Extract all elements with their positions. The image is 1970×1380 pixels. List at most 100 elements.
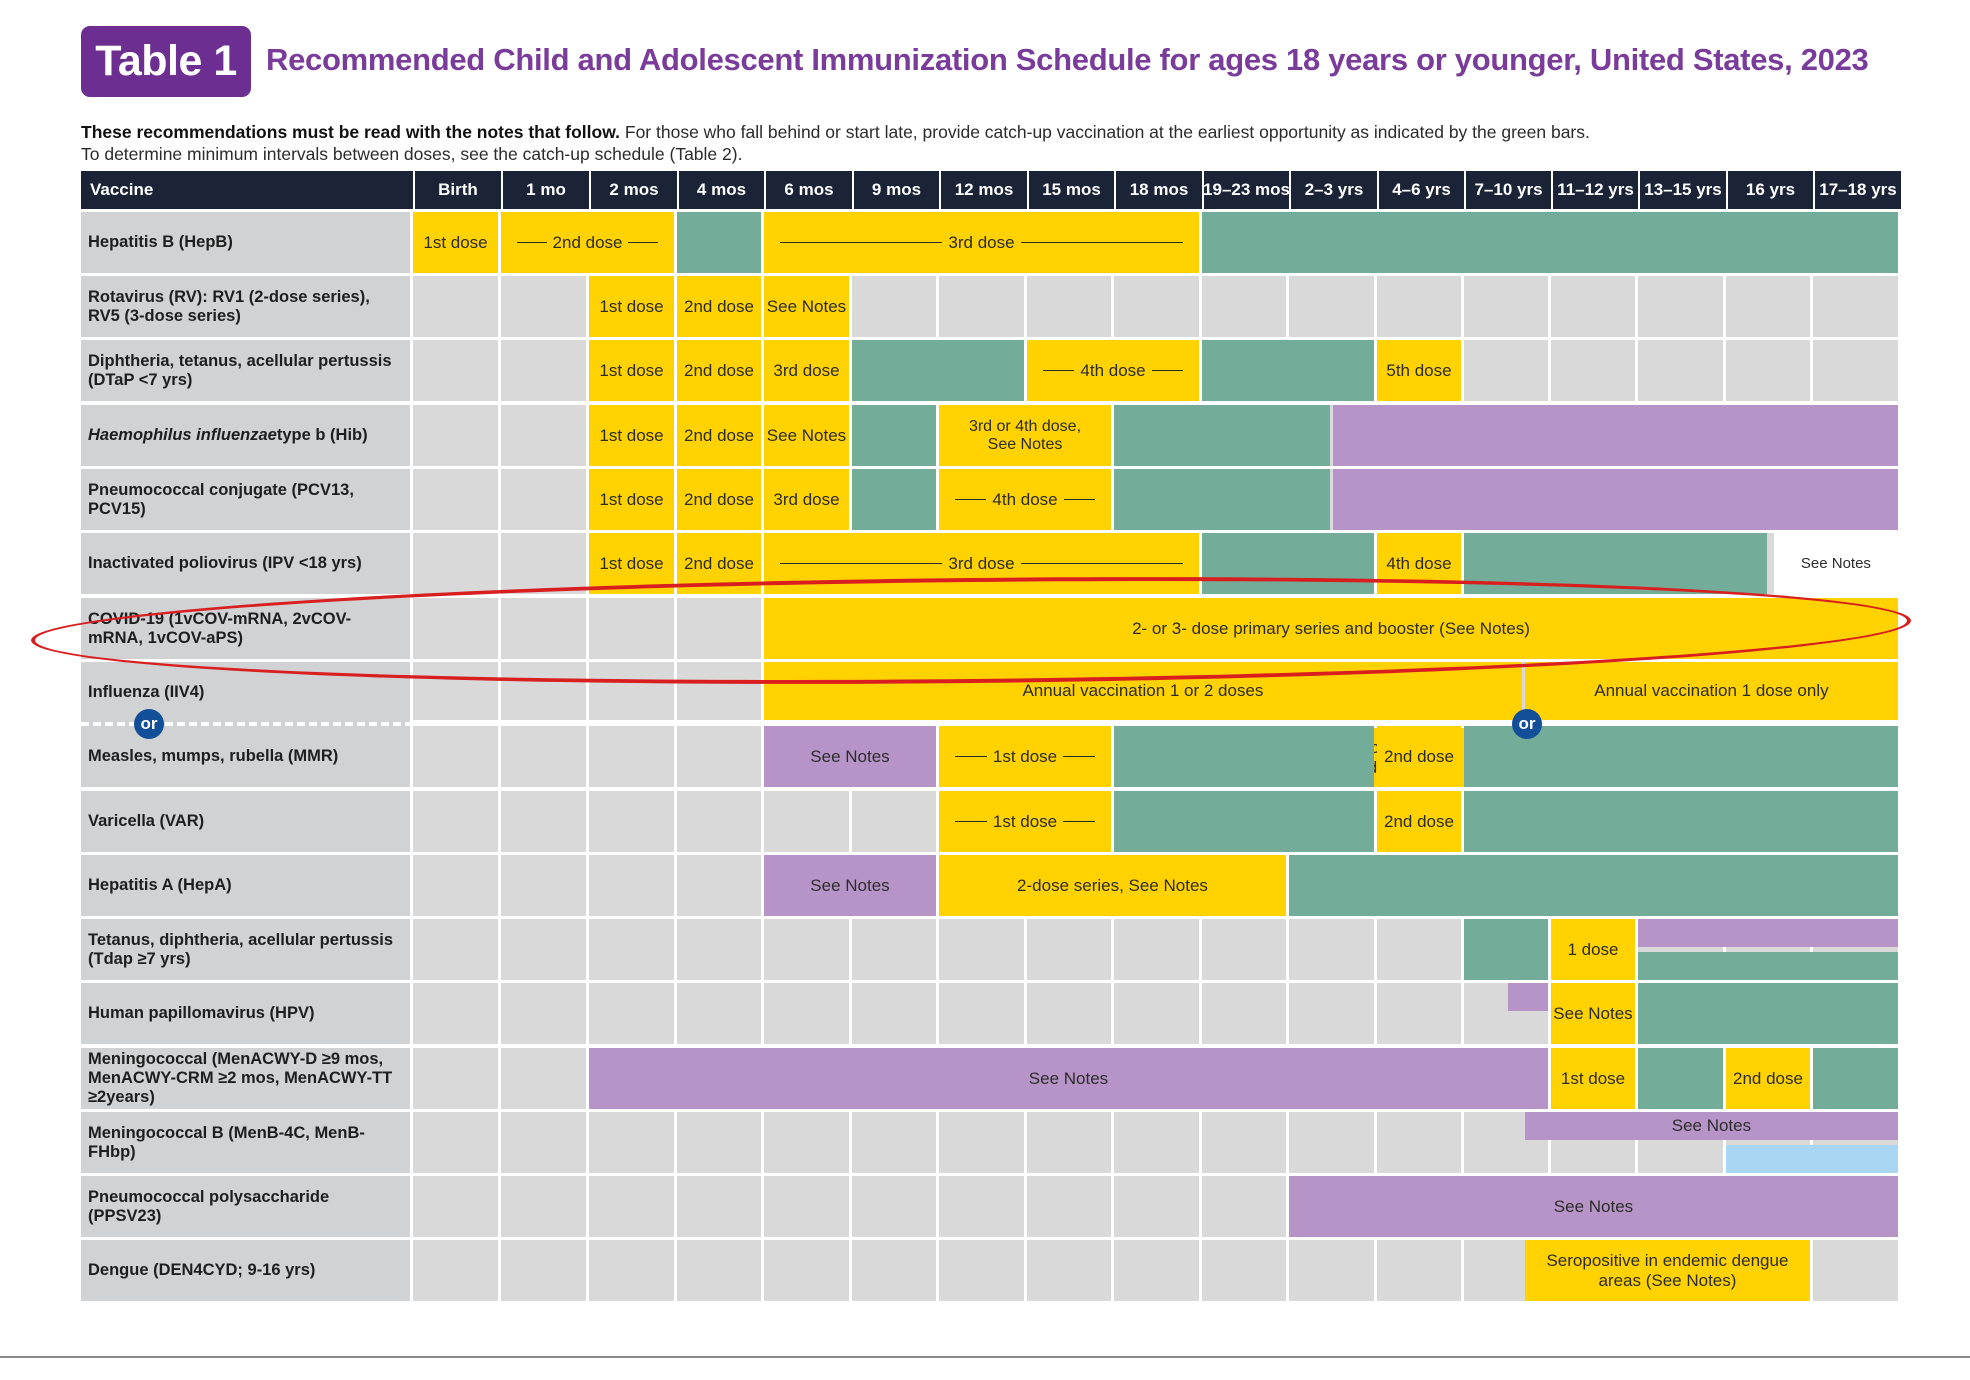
intro-text: These recommendations must be read with …	[81, 121, 1931, 165]
bar-text: See Notes	[1671, 1116, 1752, 1135]
arrow-line-left	[955, 499, 987, 500]
empty-cell	[852, 1176, 936, 1237]
column-header: 4 mos	[677, 171, 764, 209]
bar-text: 4th dose	[1080, 360, 1146, 380]
bar-text: 1st dose	[599, 360, 664, 380]
empty-cell	[589, 662, 674, 720]
schedule-bar: 4th dose	[939, 469, 1111, 530]
empty-cell	[1551, 276, 1635, 337]
bar-text: 3rd dose	[948, 232, 1015, 252]
column-header: 9 mos	[852, 171, 939, 209]
empty-cell	[1289, 276, 1374, 337]
or-marker: or	[134, 709, 164, 739]
row-background	[81, 1112, 410, 1173]
vaccine-label: Rotavirus (RV): RV1 (2-dose series), RV5…	[88, 287, 370, 325]
bar-text: See Notes	[810, 746, 890, 766]
dose-arrow: 3rd dose	[764, 554, 1199, 574]
arrow-line-right	[1063, 756, 1096, 757]
schedule-bar	[1202, 212, 1898, 273]
schedule-bar	[1638, 919, 1898, 947]
schedule-bar: See Notes	[589, 1048, 1548, 1109]
schedule-bar: 1st dose	[939, 791, 1111, 852]
schedule-bar: 3rd or 4th dose, See Notes	[939, 405, 1111, 466]
schedule-bar	[1813, 1048, 1898, 1109]
schedule-bar	[852, 405, 936, 466]
empty-cell	[1551, 340, 1635, 401]
schedule-bar: 1st dose	[413, 212, 498, 273]
empty-cell	[1114, 276, 1199, 337]
bar-text: 2nd dose	[684, 553, 754, 573]
vaccine-label-italic: Haemophilus influenzae	[88, 426, 277, 444]
bar-text: See Notes	[1028, 1068, 1109, 1088]
empty-cell	[501, 276, 586, 337]
bar-text: 1st dose	[423, 232, 488, 252]
dose-arrow: 1st dose	[939, 747, 1111, 767]
dose-arrow: 4th dose	[1027, 361, 1199, 381]
empty-cell	[1289, 1240, 1374, 1301]
empty-cell	[1289, 919, 1374, 980]
empty-cell	[501, 598, 586, 659]
empty-cell	[501, 1112, 586, 1173]
schedule-bar: Seropositive in endemic dengue areas (Se…	[1524, 1240, 1810, 1301]
schedule-bar: 2nd dose	[1377, 726, 1461, 787]
column-header: 15 mos	[1027, 171, 1114, 209]
empty-cell	[677, 662, 761, 720]
schedule-bar: 1st dose	[589, 276, 674, 337]
bar-text: See Notes	[1553, 1196, 1634, 1216]
empty-cell	[589, 791, 674, 852]
bar-text: See Notes	[1553, 1003, 1633, 1023]
bar-text: 2nd dose	[684, 425, 754, 445]
empty-cell	[764, 1240, 849, 1301]
schedule-bar: See Notes	[1289, 1176, 1898, 1237]
schedule-bar: See Notes	[1773, 533, 1898, 594]
empty-cell	[1027, 1240, 1111, 1301]
empty-cell	[677, 855, 761, 916]
empty-cell	[1114, 1240, 1199, 1301]
intro-rest: For those who fall behind or start late,…	[620, 122, 1590, 142]
bar-text: Annual vaccination 1 dose only	[1594, 681, 1829, 700]
empty-cell	[413, 662, 498, 720]
empty-cell	[501, 791, 586, 852]
table-badge: Table 1	[81, 26, 251, 97]
schedule-bar: 2- or 3- dose primary series and booster…	[764, 598, 1898, 659]
empty-cell	[589, 726, 674, 787]
empty-cell	[501, 340, 586, 401]
empty-cell	[939, 276, 1024, 337]
schedule-bar	[677, 212, 761, 273]
empty-cell	[852, 983, 936, 1044]
empty-cell	[677, 1240, 761, 1301]
vaccine-label: Meningococcal (MenACWY-D ≥9 mos, MenACWY…	[88, 1050, 393, 1106]
influenza-divider	[81, 722, 1901, 726]
column-header: 1 mo	[501, 171, 589, 209]
dose-arrow: 3rd or 4th dose, See Notes	[939, 418, 1111, 454]
column-header: 19–23 mos	[1202, 171, 1290, 209]
schedule-bar: 1st dose	[589, 340, 674, 401]
vaccine-label: Meningococcal B (MenB-4C, MenB-FHbp)	[88, 1123, 365, 1161]
empty-cell	[1202, 1112, 1286, 1173]
schedule-bar: 4th dose	[1377, 533, 1461, 594]
empty-cell	[1027, 276, 1111, 337]
row-background	[81, 1240, 410, 1301]
empty-cell	[852, 791, 936, 852]
empty-cell	[589, 919, 674, 980]
bar-text: 2nd dose	[1733, 1068, 1803, 1088]
empty-cell	[1114, 1112, 1199, 1173]
empty-cell	[764, 983, 849, 1044]
empty-cell	[1027, 1176, 1111, 1237]
schedule-bar: 2nd dose	[677, 533, 761, 594]
schedule-bar: 1st dose	[939, 726, 1111, 787]
empty-cell	[677, 726, 761, 787]
arrow-line-right	[1020, 242, 1184, 243]
empty-cell	[1726, 276, 1810, 337]
bar-text: 2nd dose	[1384, 811, 1454, 831]
empty-cell	[1377, 1240, 1461, 1301]
schedule-bar: See Notes	[1524, 1112, 1898, 1140]
schedule-bar	[1464, 919, 1548, 980]
empty-cell	[501, 533, 586, 594]
schedule-bar: 5th dose	[1377, 340, 1461, 401]
bar-text: 3rd or 4th dose, See Notes	[968, 417, 1082, 453]
empty-cell	[589, 983, 674, 1044]
empty-cell	[413, 340, 498, 401]
empty-cell	[413, 855, 498, 916]
empty-cell	[501, 726, 586, 787]
